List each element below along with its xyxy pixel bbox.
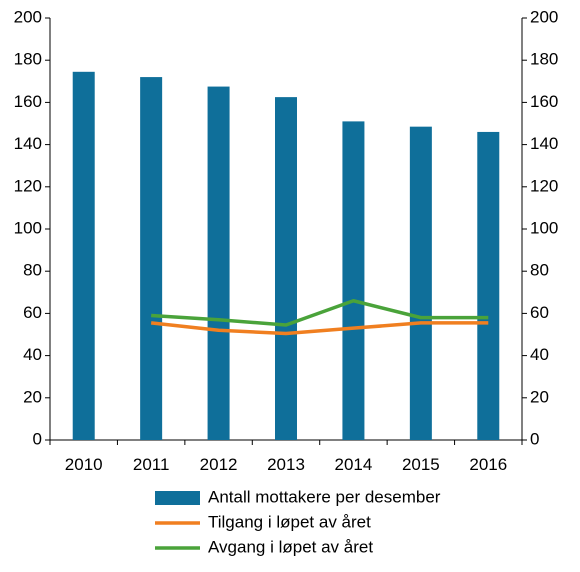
right-y-tick-label: 180 xyxy=(530,50,558,69)
left-y-tick-label: 20 xyxy=(23,387,42,406)
right-y-tick-label: 80 xyxy=(530,261,549,280)
left-y-tick-label: 160 xyxy=(14,92,42,111)
series-line xyxy=(150,321,489,336)
x-tick-label: 2016 xyxy=(469,455,507,474)
right-y-tick-labels: 0 20 40 60 80 100 120 140 160 180 200 xyxy=(530,7,558,448)
x-tick-labels: 2010 2011 2012 2013 2014 2015 2016 xyxy=(65,455,507,474)
bar xyxy=(140,77,163,440)
right-y-tick-label: 40 xyxy=(530,345,549,364)
legend-label: Antall mottakere per desember xyxy=(208,487,441,506)
right-y-tick-label: 140 xyxy=(530,134,558,153)
left-y-tick-label: 100 xyxy=(14,218,42,237)
right-y-tick-label: 20 xyxy=(530,387,549,406)
right-y-tick-label: 120 xyxy=(530,176,558,195)
x-tick-label: 2010 xyxy=(65,455,103,474)
x-tick-label: 2012 xyxy=(200,455,238,474)
right-y-tick-label: 100 xyxy=(530,218,558,237)
left-y-tick-label: 80 xyxy=(23,261,42,280)
x-tick-label: 2015 xyxy=(402,455,440,474)
right-y-tick-label: 0 xyxy=(530,429,539,448)
legend-label: Tilgang i løpet av året xyxy=(208,512,371,531)
legend-swatch-bar xyxy=(155,491,200,505)
bar xyxy=(207,86,230,440)
bar xyxy=(275,97,297,440)
bar xyxy=(342,121,365,440)
right-y-tick-label: 60 xyxy=(530,303,549,322)
x-tick-label: 2013 xyxy=(267,455,305,474)
bar xyxy=(409,126,432,440)
legend-label: Avgang i løpet av året xyxy=(208,537,373,556)
left-y-tick-label: 60 xyxy=(23,303,42,322)
series-line xyxy=(151,298,489,327)
bar-series xyxy=(72,71,500,441)
left-y-tick-label: 200 xyxy=(14,7,42,26)
left-y-tick-label: 180 xyxy=(14,50,42,69)
left-y-tick-labels: 0 20 40 60 80 100 120 140 160 180 200 xyxy=(14,7,42,448)
left-y-tick-label: 40 xyxy=(23,345,42,364)
left-y-tick-label: 140 xyxy=(14,134,42,153)
right-y-tick-label: 160 xyxy=(530,92,558,111)
line-series xyxy=(150,298,489,336)
left-y-tick-label: 0 xyxy=(33,429,42,448)
x-tick-label: 2011 xyxy=(133,455,170,474)
legend: Antall mottakere per desember Tilgang i l… xyxy=(155,487,441,556)
x-tick-label: 2014 xyxy=(335,455,373,474)
left-y-tick-label: 120 xyxy=(14,176,42,195)
bar xyxy=(72,71,95,441)
bar xyxy=(477,131,500,440)
right-y-tick-label: 200 xyxy=(530,7,558,26)
